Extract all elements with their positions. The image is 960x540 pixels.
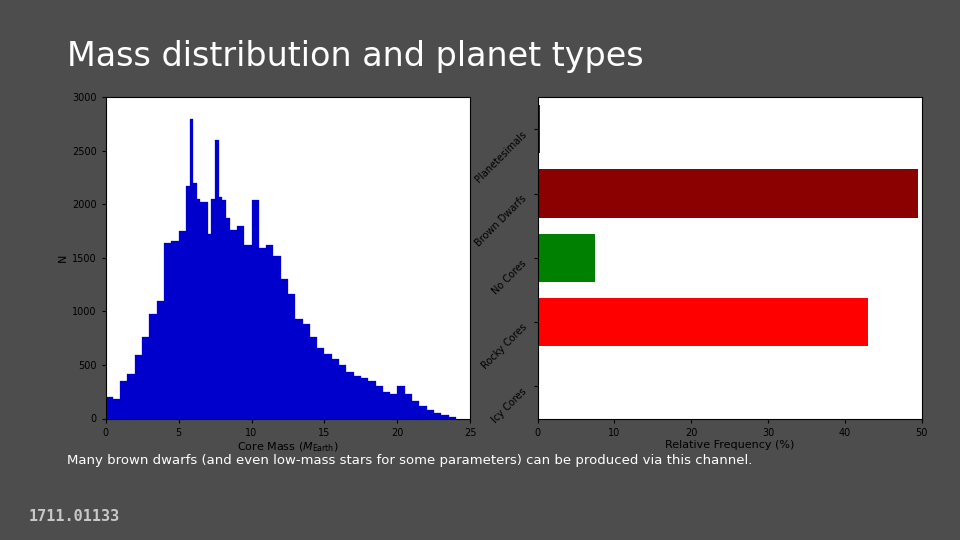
Bar	[252, 200, 259, 418]
Bar	[219, 197, 223, 418]
Bar	[244, 245, 252, 418]
Bar	[164, 243, 171, 418]
Bar	[229, 230, 237, 418]
Bar	[259, 248, 266, 418]
Bar	[442, 415, 448, 418]
Bar	[538, 298, 868, 346]
Bar	[324, 354, 332, 418]
Bar	[193, 183, 197, 418]
Bar	[383, 392, 390, 418]
Bar	[179, 231, 186, 418]
Bar	[405, 394, 412, 418]
Bar	[197, 199, 201, 418]
Bar	[237, 226, 244, 418]
Bar	[538, 105, 540, 153]
Bar	[375, 387, 383, 418]
Text: 1711.01133: 1711.01133	[29, 509, 120, 524]
Bar	[390, 394, 397, 418]
Bar	[223, 200, 226, 418]
X-axis label: Relative Frequency (%): Relative Frequency (%)	[665, 440, 794, 450]
Bar	[296, 319, 302, 418]
Bar	[106, 397, 113, 418]
Bar	[420, 406, 426, 419]
Bar	[120, 381, 128, 418]
Bar	[142, 337, 150, 418]
Bar	[226, 218, 229, 418]
Bar	[186, 186, 189, 418]
Bar	[310, 337, 317, 418]
Y-axis label: N: N	[58, 254, 67, 262]
Bar	[397, 387, 405, 418]
Bar	[426, 410, 434, 418]
Bar	[280, 279, 288, 418]
Bar	[215, 140, 219, 418]
Bar	[434, 413, 442, 418]
Bar	[274, 256, 280, 418]
Bar	[412, 401, 420, 418]
Bar	[317, 348, 324, 418]
Bar	[211, 199, 215, 418]
Bar	[156, 301, 164, 418]
Text: Many brown dwarfs (and even low-mass stars for some parameters) can be produced : Many brown dwarfs (and even low-mass sta…	[67, 454, 753, 467]
Bar	[171, 241, 179, 418]
Bar	[189, 119, 193, 419]
Bar	[332, 359, 339, 418]
Text: Mass distribution and planet types: Mass distribution and planet types	[67, 40, 644, 73]
Bar	[150, 314, 156, 418]
Bar	[538, 234, 595, 282]
Bar	[288, 294, 296, 418]
Bar	[128, 374, 134, 418]
Bar	[207, 234, 211, 418]
Bar	[302, 324, 310, 418]
Bar	[113, 399, 120, 418]
Bar	[266, 245, 274, 418]
Bar	[134, 355, 142, 418]
Bar	[369, 381, 375, 418]
Bar	[538, 362, 540, 410]
Bar	[347, 373, 353, 418]
Bar	[201, 202, 207, 418]
Bar	[538, 170, 918, 218]
Bar	[448, 417, 456, 418]
X-axis label: Core Mass ($M_\mathrm{Earth}$): Core Mass ($M_\mathrm{Earth}$)	[237, 440, 339, 454]
Bar	[353, 376, 361, 418]
Bar	[361, 378, 369, 419]
Bar	[339, 365, 347, 418]
